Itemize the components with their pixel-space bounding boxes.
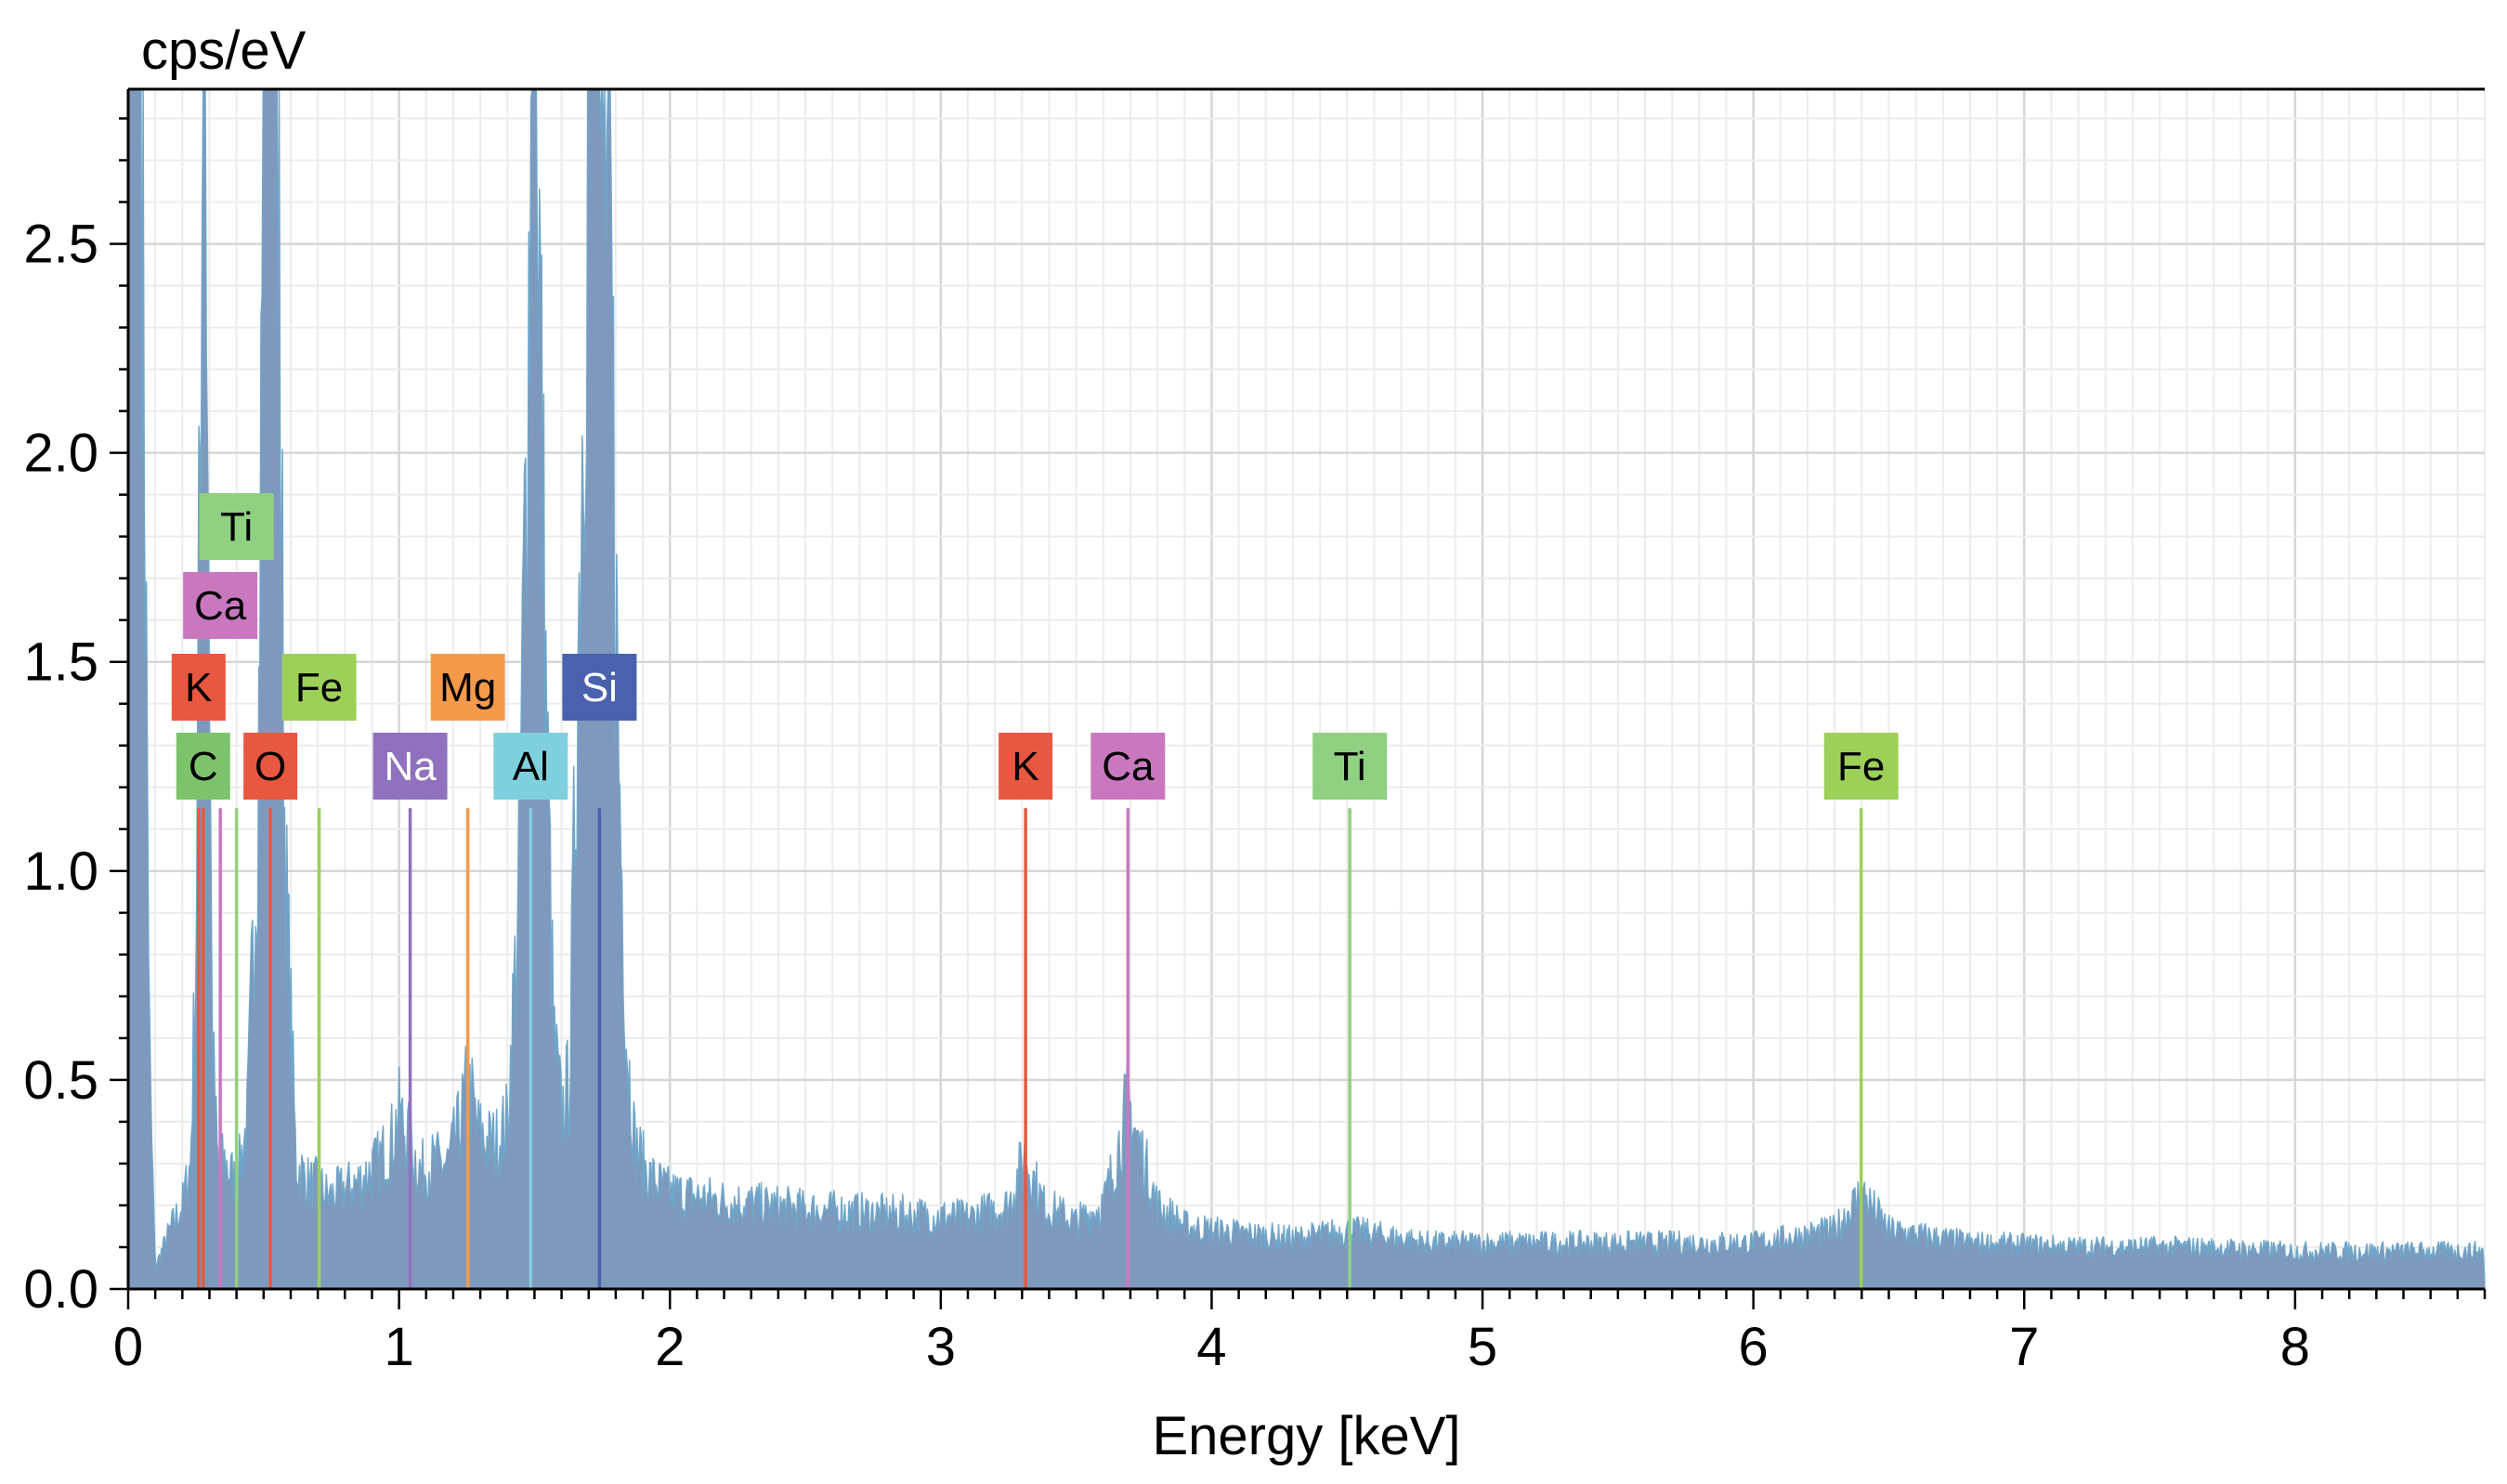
element-label-box bbox=[243, 733, 298, 800]
element-label: Fe bbox=[295, 665, 343, 710]
element-label-box bbox=[176, 733, 230, 800]
x-tick-label: 1 bbox=[384, 1317, 413, 1377]
element-label-box bbox=[171, 654, 226, 721]
element-label-box bbox=[199, 493, 274, 560]
element-label: Ca bbox=[1102, 744, 1155, 789]
element-marker-na: Na bbox=[372, 733, 448, 1289]
element-marker-si: Si bbox=[562, 654, 637, 1289]
element-label: Si bbox=[581, 665, 618, 710]
element-marker-mg: Mg bbox=[430, 654, 505, 1289]
element-marker-k: K bbox=[171, 654, 226, 1289]
y-tick-label: 1.0 bbox=[23, 841, 98, 902]
y-tick-label: 1.5 bbox=[23, 632, 98, 693]
y-tick-label: 2.0 bbox=[23, 423, 98, 484]
element-label-box bbox=[999, 733, 1053, 800]
element-label-box bbox=[183, 572, 258, 639]
element-label: Ti bbox=[1334, 744, 1366, 789]
element-label-box bbox=[430, 654, 505, 721]
element-label: Ca bbox=[194, 583, 247, 629]
element-label: K bbox=[185, 665, 212, 710]
x-tick-label: 8 bbox=[2280, 1317, 2310, 1377]
element-label: Ti bbox=[220, 504, 253, 550]
element-label-box bbox=[1312, 733, 1388, 800]
x-tick-label: 2 bbox=[655, 1317, 685, 1377]
element-marker-ti: Ti bbox=[199, 493, 274, 1289]
element-marker-fe: Fe bbox=[1823, 733, 1899, 1289]
element-marker-ti: Ti bbox=[1312, 733, 1388, 1289]
element-label-box bbox=[281, 654, 357, 721]
x-tick-label: 0 bbox=[113, 1317, 143, 1377]
y-axis-title: cps/eV bbox=[141, 20, 307, 81]
element-marker-al: Al bbox=[493, 733, 568, 1289]
element-marker-c: C bbox=[176, 733, 230, 1289]
x-axis-title: Energy [keV] bbox=[1152, 1406, 1460, 1466]
element-label: Fe bbox=[1837, 744, 1885, 789]
y-tick-label: 2.5 bbox=[23, 215, 98, 275]
y-tick-label: 0.5 bbox=[23, 1050, 98, 1111]
element-label-box bbox=[1823, 733, 1899, 800]
element-marker-ca: Ca bbox=[183, 572, 258, 1289]
element-label: K bbox=[1012, 744, 1038, 789]
element-label-box bbox=[372, 733, 448, 800]
element-label-box bbox=[562, 654, 637, 721]
x-tick-label: 3 bbox=[926, 1317, 956, 1377]
element-label: Al bbox=[513, 744, 549, 789]
element-label: Mg bbox=[439, 665, 496, 710]
x-tick-label: 4 bbox=[1196, 1317, 1226, 1377]
element-label: C bbox=[189, 744, 218, 789]
axes: 0 1 2 3 4 5 6 7 8 0.0 0.5 1.0 1.5 2.0 2.5 bbox=[23, 87, 2487, 1377]
x-tick-label: 5 bbox=[1468, 1317, 1497, 1377]
y-tick-label: 0.0 bbox=[23, 1259, 98, 1320]
x-tick-label: 7 bbox=[2009, 1317, 2039, 1377]
x-tick-label: 6 bbox=[1739, 1317, 1769, 1377]
element-label: O bbox=[255, 744, 286, 789]
element-marker-fe: Fe bbox=[281, 654, 357, 1289]
element-marker-k: K bbox=[999, 733, 1053, 1289]
element-label: Na bbox=[384, 744, 437, 789]
element-label-box bbox=[1090, 733, 1166, 800]
element-marker-ca: Ca bbox=[1090, 733, 1166, 1289]
element-label-box bbox=[493, 733, 568, 800]
element-marker-o: O bbox=[243, 733, 298, 1289]
